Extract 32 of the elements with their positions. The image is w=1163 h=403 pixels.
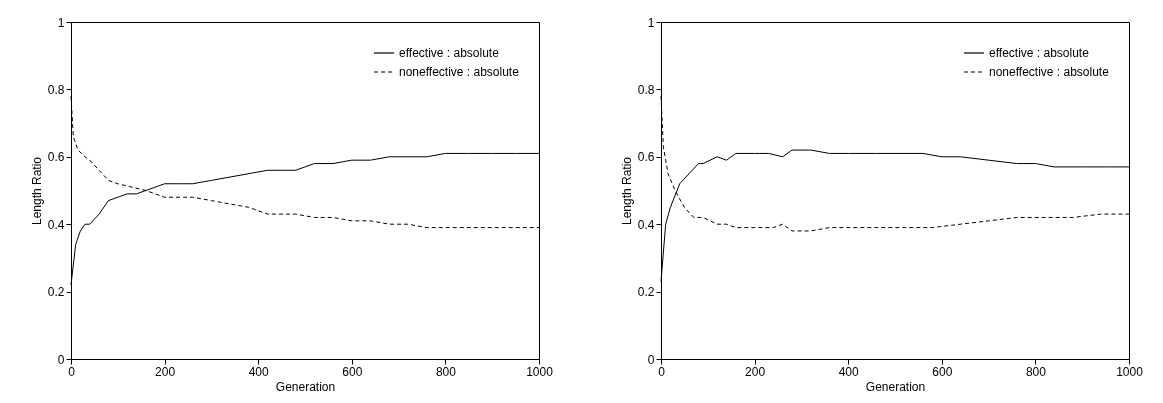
y-tick-label: 0 (647, 352, 655, 367)
x-tick-label: 200 (155, 364, 176, 379)
y-axis-title: Length Ratio (619, 156, 634, 226)
x-axis-title: Generation (865, 379, 926, 394)
y-tick-label: 0.4 (637, 217, 655, 232)
y-tick-label: 0.4 (47, 217, 65, 232)
y-tick-label: 0.8 (47, 82, 65, 97)
x-tick-label: 0 (658, 364, 666, 379)
legend-label: effective : absolute (989, 46, 1090, 60)
x-tick-label: 600 (342, 364, 363, 379)
x-tick-label: 1000 (1116, 364, 1144, 379)
x-axis-title: Generation (275, 379, 336, 394)
y-tick-label: 1 (647, 15, 655, 30)
y-tick-label: 0 (57, 352, 65, 367)
y-tick-label: 0.6 (637, 150, 655, 165)
x-tick-label: 200 (745, 364, 766, 379)
x-tick-label: 400 (838, 364, 860, 379)
y-tick-label: 0.2 (47, 285, 65, 300)
legend-label: effective : absolute (399, 46, 500, 60)
x-tick-label: 0 (68, 364, 76, 379)
legend-label: noneffective : absolute (989, 65, 1110, 79)
y-tick-label: 0.8 (637, 82, 655, 97)
y-tick-label: 1 (57, 15, 65, 30)
x-tick-label: 800 (1025, 364, 1047, 379)
x-tick-label: 800 (435, 364, 457, 379)
y-tick-label: 0.6 (47, 150, 65, 165)
y-axis-title: Length Ratio (29, 156, 44, 226)
x-tick-label: 400 (248, 364, 270, 379)
legend-label: noneffective : absolute (399, 65, 520, 79)
x-tick-label: 1000 (526, 364, 554, 379)
y-tick-label: 0.2 (637, 285, 655, 300)
x-tick-label: 600 (932, 364, 953, 379)
